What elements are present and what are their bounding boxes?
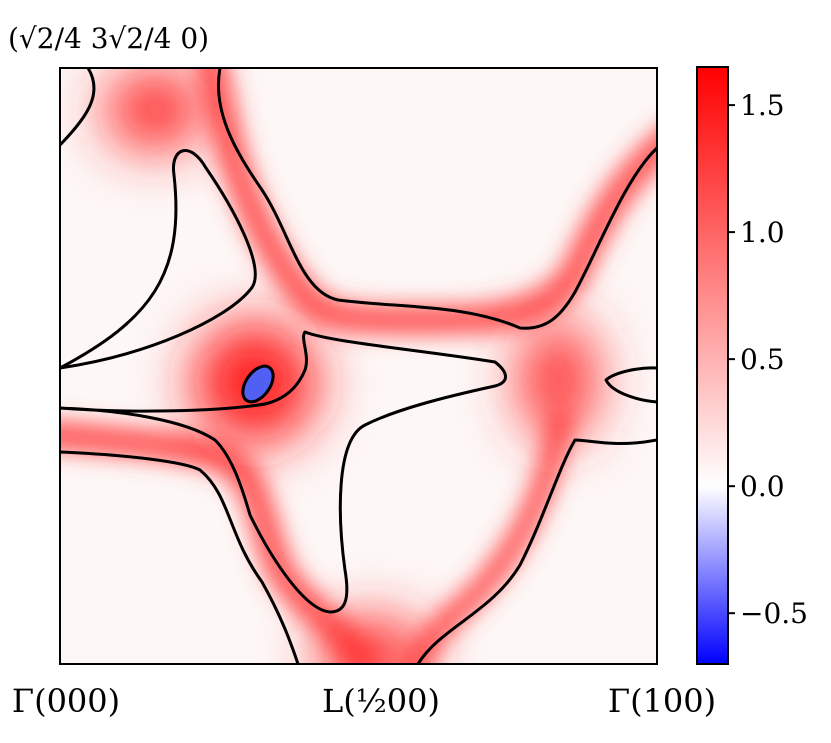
colorbar-tick-label: 0.5 xyxy=(740,343,785,376)
hotspot-top-left xyxy=(105,70,205,150)
x-tick-label-1: L(½00) xyxy=(322,682,440,720)
colorbar-ticks: −0.5 0.0 0.5 1.0 1.5 xyxy=(728,89,808,630)
heatmap-area xyxy=(59,67,658,665)
x-tick-label-2: Γ(100) xyxy=(608,682,716,720)
hotspot-right xyxy=(520,320,596,440)
contour-blue-pocket xyxy=(241,364,275,404)
colorbar-tick-label: 1.5 xyxy=(740,89,785,122)
plot-frame xyxy=(59,67,658,665)
contour-lines xyxy=(60,68,657,664)
colorbar-gradient xyxy=(696,66,729,665)
contour-lower-tube xyxy=(60,450,300,664)
hotspot-bottom xyxy=(317,619,427,664)
right-tube-band xyxy=(399,408,572,664)
contour-central-wedge xyxy=(60,330,507,614)
contour-spike-upper-left xyxy=(60,149,257,370)
contour-right-pocket xyxy=(604,366,657,404)
contour-right-tube xyxy=(416,438,657,664)
upper-tube-band xyxy=(196,68,657,336)
colorbar: −0.5 0.0 0.5 1.0 1.5 xyxy=(696,66,808,665)
colorbar-tick-label: 0.0 xyxy=(740,470,785,503)
y-axis-ticks: (√2/4 3√2/4 0) xyxy=(8,22,209,55)
colorbar-tick-label: 1.0 xyxy=(740,216,785,249)
x-tick-label-0: Γ(000) xyxy=(12,682,120,720)
colorbar-tick-label: −0.5 xyxy=(740,597,808,630)
contour-upper-tube-top xyxy=(217,68,657,330)
y-tick-label-0: (√2/4 3√2/4 0) xyxy=(8,22,209,55)
red-bands xyxy=(60,68,657,664)
lower-tube-band xyxy=(60,420,375,664)
contour-top-left-corner xyxy=(60,68,96,147)
x-axis-ticks: Γ(000) L(½00) Γ(100) xyxy=(12,682,716,720)
